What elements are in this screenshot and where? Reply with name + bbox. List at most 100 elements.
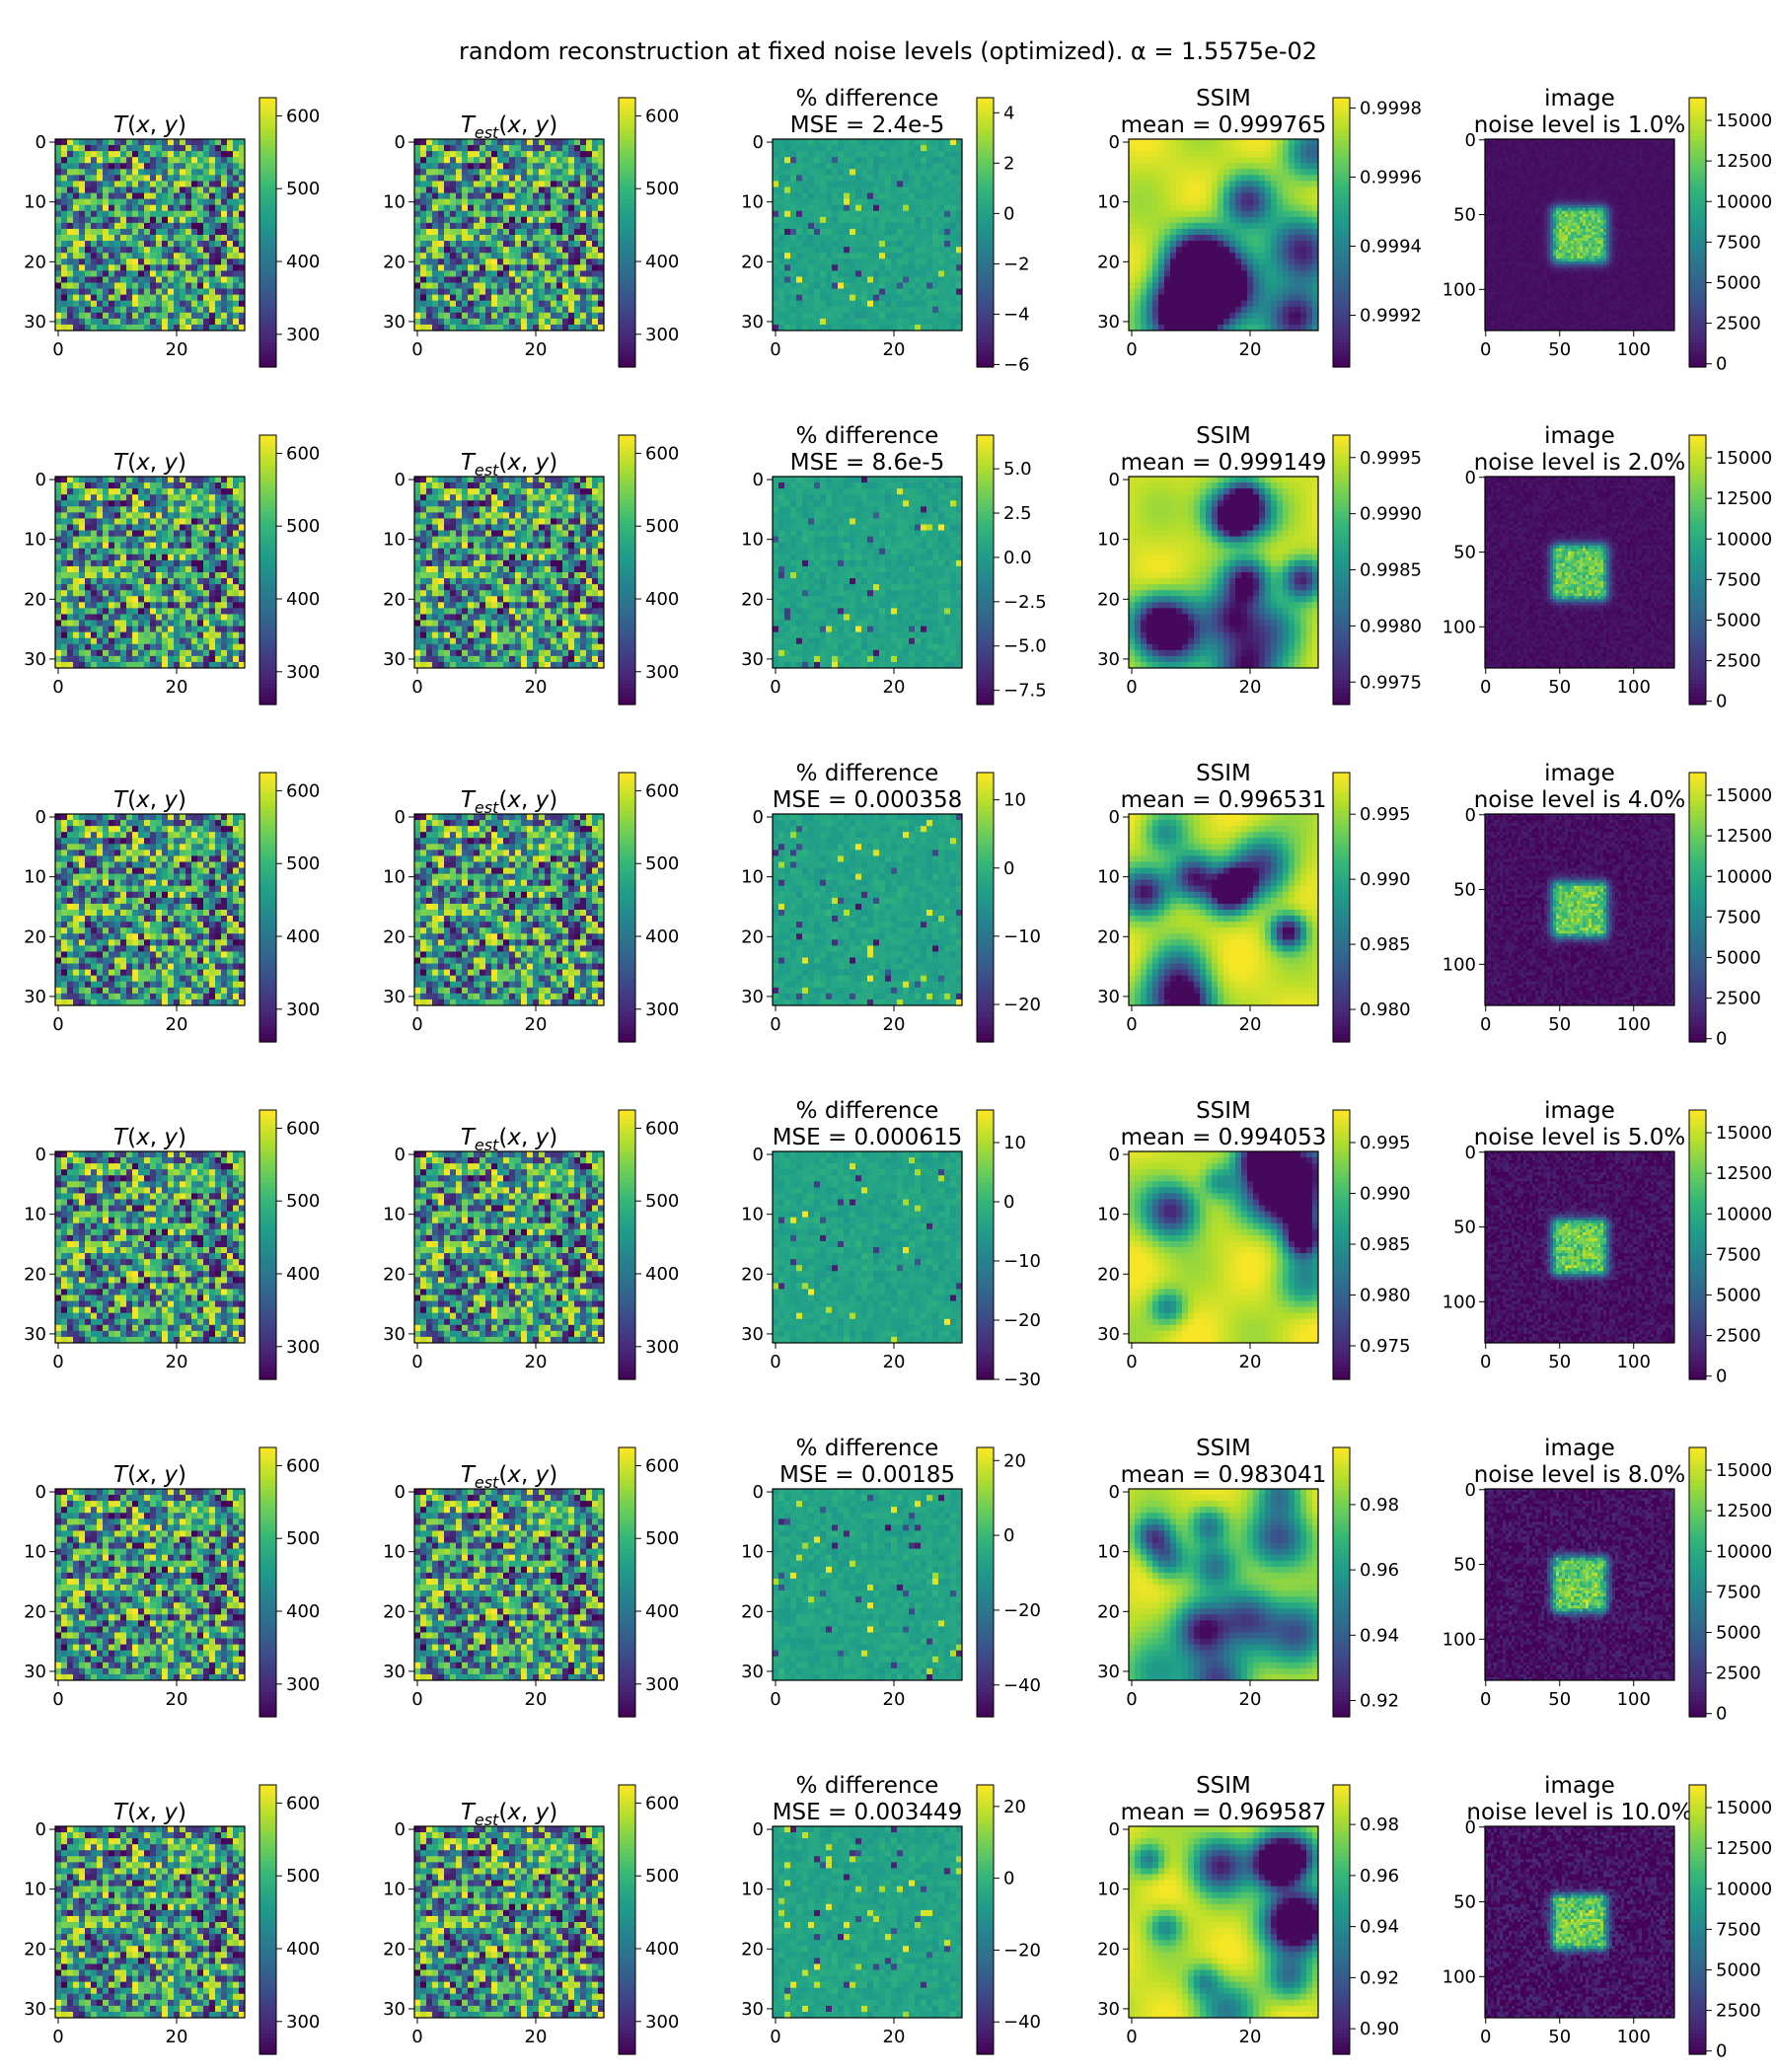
y-tick-label: 20: [383, 589, 406, 610]
colorbar-tick-label: −20: [1003, 1310, 1041, 1331]
panel-title: % difference: [796, 86, 939, 111]
x-tick-label: 0: [770, 1014, 780, 1035]
heatmap-cells: [1485, 814, 1675, 1006]
y-tick-label: 30: [24, 312, 46, 333]
y-tick-label: 10: [741, 530, 764, 551]
panel-subtitle: noise level is 1.0%: [1474, 112, 1686, 138]
heatmap-cells: [1129, 1489, 1319, 1681]
panel-title: SSIM: [1196, 1773, 1251, 1799]
colorbar-tick-label: 400: [286, 1264, 320, 1285]
x-tick-label: 20: [1239, 2027, 1262, 2047]
colorbar-tick-label: −2: [1003, 254, 1030, 274]
colorbar-tick-label: 500: [286, 853, 320, 874]
panel-subtitle: noise level is 10.0%: [1466, 1800, 1692, 1825]
y-tick-label: 0: [753, 1145, 764, 1165]
heatmap-cells: [773, 477, 963, 669]
x-tick-label: 0: [770, 339, 780, 360]
y-tick-label: 20: [741, 252, 764, 272]
y-tick-label: 20: [24, 1264, 46, 1285]
colorbar-tick-label: 15000: [1716, 1460, 1772, 1481]
panel-subtitle: mean = 0.983041: [1121, 1462, 1327, 1488]
panel-subtitle: MSE = 0.003449: [773, 1800, 963, 1825]
colorbar-tick-label: 7500: [1716, 569, 1761, 590]
colorbar-tick-label: 0.9992: [1360, 306, 1422, 327]
colorbar-tick-label: 500: [645, 1191, 679, 1212]
x-tick-label: 0: [411, 677, 422, 698]
y-tick-label: 30: [1097, 1324, 1120, 1345]
heatmap-cells: [1485, 477, 1675, 669]
x-tick-label: 50: [1548, 339, 1571, 360]
panel-title: T(x, y): [113, 1800, 186, 1825]
colorbar-tick-label: 400: [286, 589, 320, 610]
y-tick-label: 0: [36, 1819, 46, 1840]
colorbar-tick-label: 300: [645, 999, 679, 1020]
panel-title: image: [1544, 761, 1615, 786]
colorbar-tick-label: 0.92: [1360, 1690, 1399, 1711]
heatmap-cells: [414, 1151, 605, 1344]
panel-title: T(x, y): [113, 1462, 186, 1488]
colorbar-tick-label: 500: [286, 1528, 320, 1549]
x-tick-label: 20: [525, 677, 548, 698]
colorbar-tick-label: 0.980: [1360, 999, 1411, 1020]
colorbar-tick-label: −30: [1003, 1369, 1041, 1390]
y-tick-label: 0: [753, 1819, 764, 1840]
colorbar-tick-label: −40: [1003, 2012, 1041, 2033]
colorbar-tick-label: 400: [645, 1601, 679, 1622]
panel-title: % difference: [796, 1773, 939, 1799]
colorbar-tick-label: 15000: [1716, 448, 1772, 469]
x-tick-label: 0: [52, 339, 63, 360]
x-tick-label: 100: [1617, 2027, 1651, 2047]
colorbar-tick-label: 2.5: [1003, 503, 1032, 524]
colorbar-tick-label: 500: [645, 1528, 679, 1549]
heatmap-cells: [55, 1489, 246, 1681]
colorbar-tick-label: 600: [286, 1118, 320, 1139]
x-tick-label: 0: [1126, 1014, 1137, 1035]
colorbar-tick-label: 7500: [1716, 907, 1761, 927]
y-tick-label: 30: [24, 987, 46, 1007]
y-tick-label: 20: [383, 1601, 406, 1622]
heatmap-cells: [1129, 1826, 1319, 2019]
colorbar-tick-label: 2: [1003, 153, 1014, 174]
heatmap-cells: [414, 1826, 605, 2019]
x-tick-label: 20: [883, 2027, 906, 2047]
colorbar-tick-label: 12500: [1716, 488, 1772, 509]
y-tick-label: 10: [383, 1880, 406, 1900]
y-tick-label: 100: [1443, 279, 1476, 300]
heatmap-cells: [1129, 477, 1319, 669]
x-tick-label: 100: [1617, 677, 1651, 698]
colorbar-tick-label: 300: [645, 662, 679, 683]
y-tick-label: 20: [24, 926, 46, 947]
y-tick-label: 0: [1109, 1145, 1120, 1165]
y-tick-label: 30: [24, 1324, 46, 1345]
colorbar-tick-label: 300: [645, 1337, 679, 1358]
colorbar-tick-label: 15000: [1716, 1123, 1772, 1144]
colorbar-tick-label: 15000: [1716, 785, 1772, 806]
y-tick-label: 20: [383, 252, 406, 272]
colorbar-tick-label: 7500: [1716, 1919, 1761, 1940]
colorbar-tick-label: 0.9995: [1360, 448, 1422, 469]
y-tick-label: 10: [24, 530, 46, 551]
colorbar-tick-label: 400: [645, 926, 679, 947]
y-tick-label: 30: [1097, 649, 1120, 670]
y-tick-label: 0: [1109, 807, 1120, 828]
y-tick-label: 20: [741, 1601, 764, 1622]
colorbar-tick-label: 500: [645, 1866, 679, 1887]
colorbar-tick-label: 0: [1003, 1869, 1014, 1889]
colorbar-tick-label: 600: [286, 106, 320, 126]
